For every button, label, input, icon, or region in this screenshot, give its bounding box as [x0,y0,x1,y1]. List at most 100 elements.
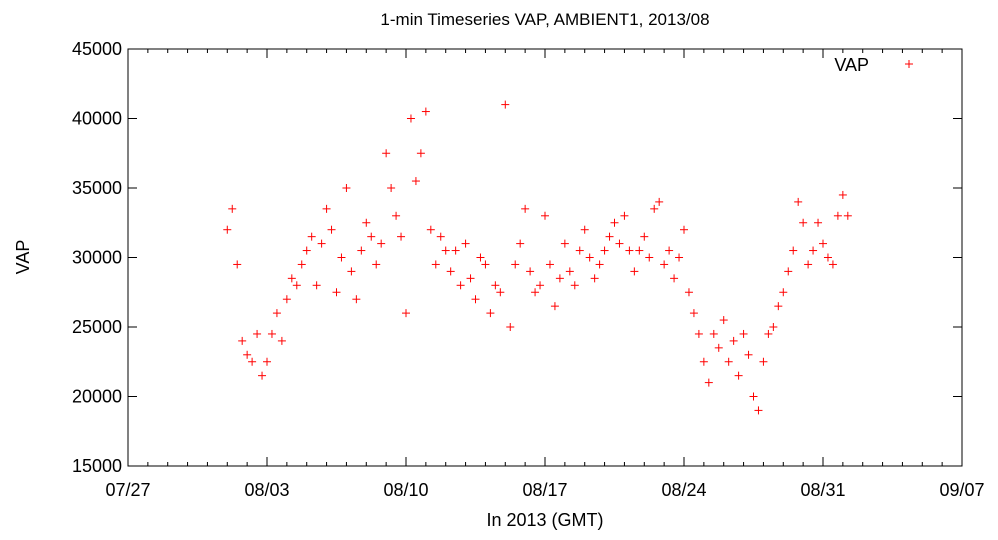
data-point [838,190,847,199]
data-point [585,253,594,262]
y-tick-label: 40000 [72,109,122,129]
data-point [362,218,371,227]
data-point [476,253,485,262]
data-point [238,336,247,345]
data-point [610,218,619,227]
data-point [501,100,510,109]
plot-area-frame [127,48,963,467]
data-point [729,336,738,345]
data-point [739,329,748,338]
data-point [724,357,733,366]
data-point [342,184,351,192]
data-point [491,281,500,290]
legend: VAP [834,55,913,75]
data-point [660,260,669,269]
data-point [277,336,286,345]
data-point [248,357,257,366]
data-point [421,107,430,116]
data-point [377,239,386,248]
data-point [719,316,728,325]
data-point [332,288,341,297]
data-point [367,232,376,241]
data-point [620,211,629,220]
data-point [804,260,813,269]
chart-title: 1-min Timeseries VAP, AMBIENT1, 2013/08 [380,10,709,29]
data-point [570,281,579,290]
data-point [689,309,698,318]
data-point [675,253,684,262]
y-tick-label: 20000 [72,387,122,407]
data-point [734,371,743,380]
data-point [297,260,306,269]
data-point [416,149,425,158]
data-point [595,260,604,269]
data-point [372,260,381,269]
y-axis-ticks: 15000 20000 25000 30000 35000 40000 45000 [72,39,962,476]
data-point [615,239,624,248]
data-point [406,114,415,123]
data-point [441,246,450,255]
data-point [506,323,515,331]
data-point [640,232,649,241]
y-tick-label: 35000 [72,178,122,198]
data-point [655,197,664,206]
data-point [531,288,540,297]
x-tick-label: 07/27 [105,480,150,500]
data-point [233,260,242,269]
data-point [253,329,262,338]
data-point [749,392,758,401]
data-point [833,211,842,220]
legend-label-vap: VAP [834,55,869,75]
data-point [794,197,803,206]
data-point [382,149,391,158]
data-point [446,267,455,276]
data-point [521,204,530,213]
x-tick-label: 08/10 [383,480,428,500]
data-point [754,406,763,415]
data-point [541,211,549,220]
data-point [680,225,688,234]
data-point [744,350,753,359]
x-tick-label: 09/07 [939,480,984,500]
data-point [327,225,336,234]
x-tick-label: 08/03 [244,480,289,500]
data-point [814,218,823,227]
data-point [550,302,559,311]
data-points [223,100,852,415]
data-point [486,309,495,318]
data-point [466,274,475,283]
data-point [709,329,718,338]
data-point [670,274,679,283]
data-point [665,246,674,255]
data-point [545,260,554,269]
data-point [263,357,271,366]
data-point [575,246,584,255]
data-point [511,260,520,269]
data-point [823,253,832,262]
data-point [560,239,569,248]
data-point [684,288,693,297]
data-point [600,246,609,255]
data-point [630,267,639,276]
data-point [282,295,291,304]
data-point [451,246,460,255]
data-point [312,281,321,290]
data-point [828,260,837,269]
data-point [694,329,703,338]
data-point [774,302,783,311]
y-tick-label: 25000 [72,317,122,337]
data-point [461,239,470,248]
data-point [516,239,525,248]
data-point [292,281,301,290]
y-tick-label: 45000 [72,39,122,59]
data-point [819,239,827,248]
data-point [302,246,311,255]
data-point [322,204,331,213]
legend-marker-icon [905,60,913,68]
data-point [799,218,808,227]
data-point [789,246,798,255]
data-point [704,378,713,387]
data-point [471,295,480,304]
x-axis-label: In 2013 (GMT) [486,510,603,530]
